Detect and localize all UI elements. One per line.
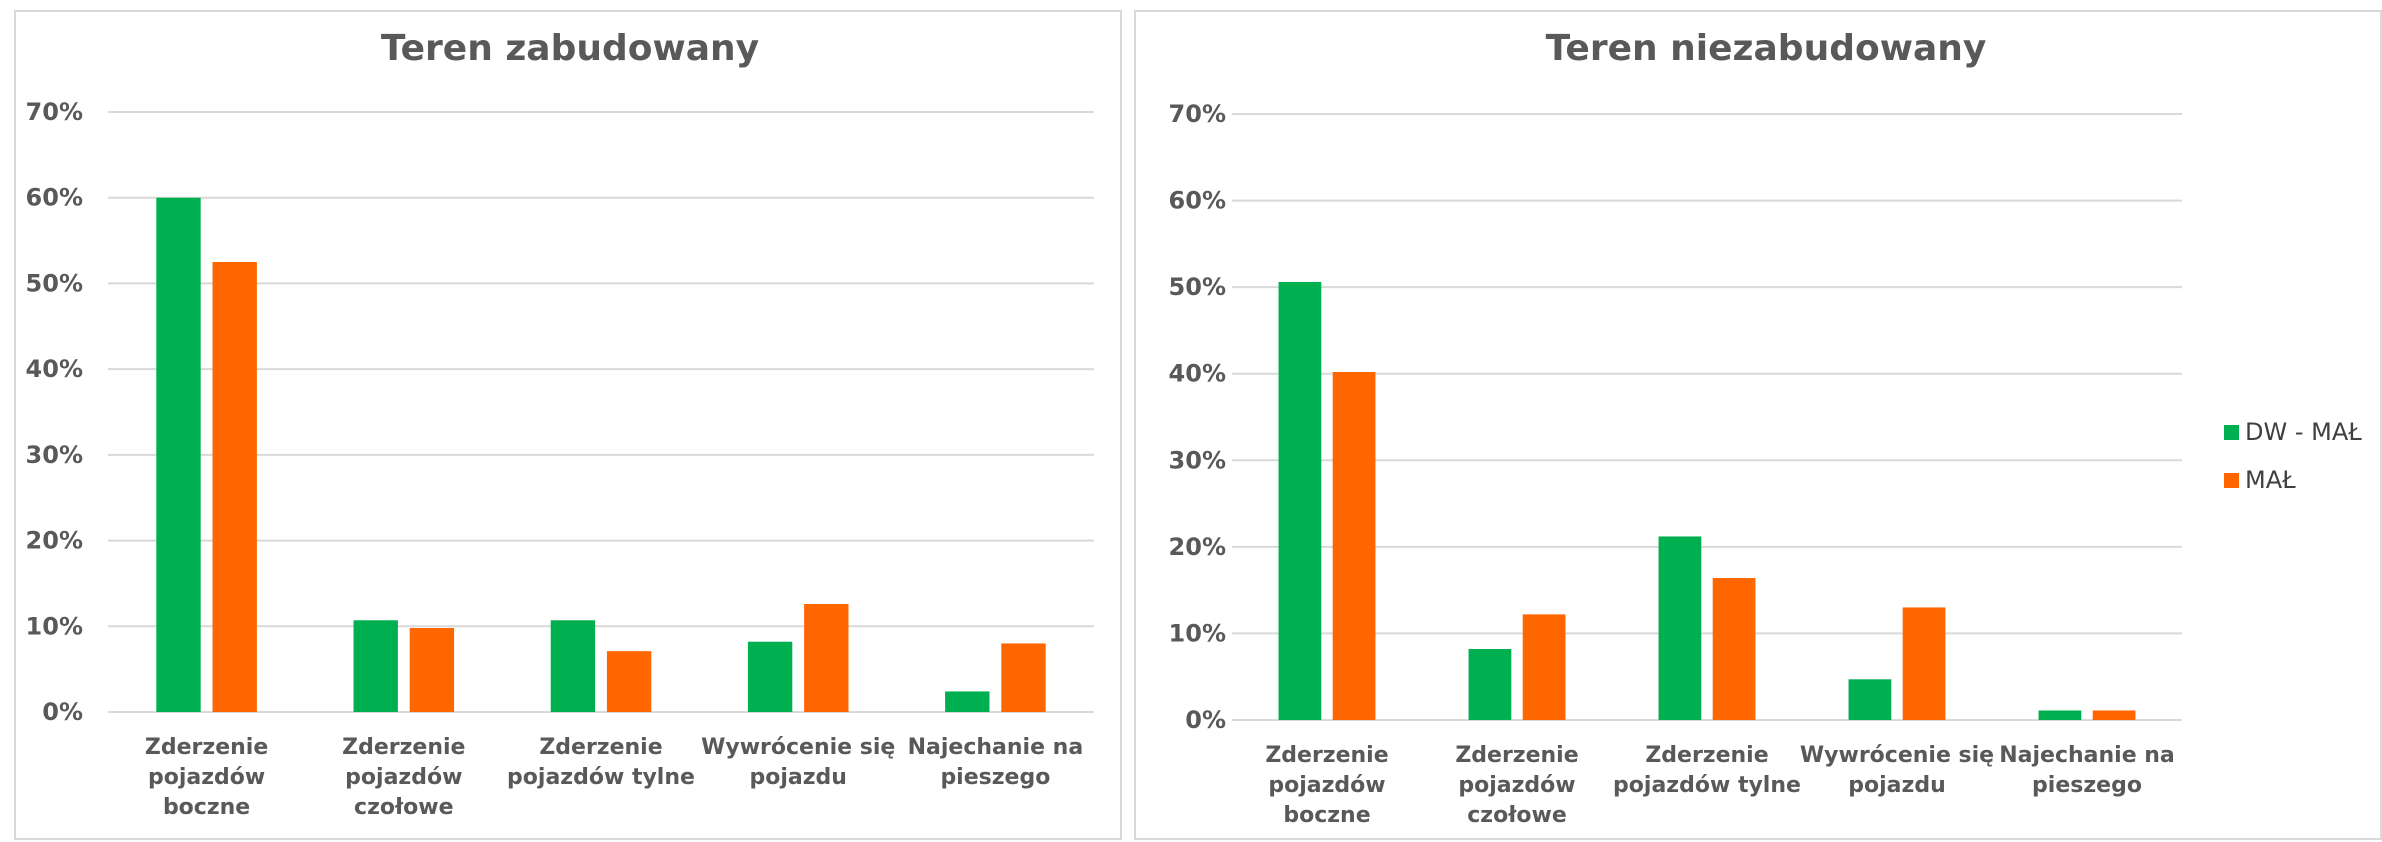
category-label: Najechanie na pieszego xyxy=(1999,743,2175,798)
y-tick-label: 60% xyxy=(26,184,83,212)
y-tick-label: 40% xyxy=(1169,360,1226,388)
bar xyxy=(550,620,596,712)
category-label-line: Najechanie na xyxy=(1999,743,2175,768)
category-label-line: pojazdów xyxy=(1268,773,1385,798)
chart-title: Teren niezabudowany xyxy=(1546,28,1987,69)
category-label-line: pieszego xyxy=(940,765,1050,790)
category-label-line: pojazdu xyxy=(749,765,846,790)
chart-title: Teren zabudowany xyxy=(381,28,759,69)
category-label: Zderzenie pojazdów czołowe xyxy=(1455,743,1578,828)
bar xyxy=(1278,281,1322,720)
bar xyxy=(1848,679,1892,720)
y-tick-label: 30% xyxy=(26,441,83,469)
category-label-line: boczne xyxy=(163,795,250,820)
category-label: Zderzenie pojazdów czołowe xyxy=(342,735,465,820)
bar xyxy=(747,641,793,712)
y-tick-label: 70% xyxy=(26,98,83,126)
bar xyxy=(1712,578,1756,720)
y-tick-label: 0% xyxy=(1185,706,1226,734)
bar xyxy=(409,628,455,712)
category-label-line: pojazdu xyxy=(1848,773,1945,798)
category-label-line: Wywrócenie się xyxy=(1800,743,1994,768)
y-tick-label: 10% xyxy=(1169,619,1226,647)
category-label-line: czołowe xyxy=(354,795,453,820)
category-label: Najechanie na pieszego xyxy=(908,735,1084,790)
chart-built-up: Teren zabudowany 0% 10% 20% 30% 40% 50% 60% 70% Z… xyxy=(26,28,1094,820)
category-label-line: pieszego xyxy=(2032,773,2142,798)
y-tick-label: 40% xyxy=(26,355,83,383)
category-label-line: boczne xyxy=(1283,803,1370,828)
y-tick-label: 70% xyxy=(1169,100,1226,128)
category-label: Zderzenie pojazdów boczne xyxy=(1265,743,1388,828)
category-label: Zderzenie pojazdów tylne xyxy=(1613,743,1801,798)
bar xyxy=(1001,643,1046,712)
y-tick-label: 10% xyxy=(26,612,83,640)
bar xyxy=(945,691,990,712)
category-label-line: Wywrócenie się xyxy=(701,735,895,760)
category-label-line: pojazdów xyxy=(1458,773,1575,798)
bar xyxy=(212,262,257,712)
category-label-line: pojazdów xyxy=(148,765,265,790)
legend-label: DW - MAŁ xyxy=(2245,418,2362,446)
y-tick-label: 50% xyxy=(1169,273,1226,301)
bar xyxy=(1332,371,1376,720)
bar xyxy=(1902,607,1946,720)
bar xyxy=(804,604,849,712)
bar xyxy=(1522,614,1566,720)
chart-non-built-up: Teren niezabudowany 0% 10% 20% 30% 40% 50% 60% 7… xyxy=(1169,28,2363,828)
bar xyxy=(1658,536,1702,720)
bar xyxy=(353,620,398,712)
y-tick-label: 50% xyxy=(26,269,83,297)
y-tick-label: 30% xyxy=(1169,446,1226,474)
y-tick-label: 20% xyxy=(1169,533,1226,561)
bar xyxy=(2092,710,2136,720)
bar xyxy=(2038,710,2082,720)
category-label-line: czołowe xyxy=(1467,803,1566,828)
category-label: Wywrócenie się pojazdu xyxy=(701,735,895,790)
bar xyxy=(1468,649,1512,720)
legend-label: MAŁ xyxy=(2245,466,2296,494)
y-tick-label: 20% xyxy=(26,527,83,555)
category-label: Zderzenie pojazdów tylne xyxy=(507,735,695,790)
legend-swatch xyxy=(2224,473,2239,488)
category-label-line: Zderzenie xyxy=(1645,743,1768,768)
chart-panel-non-built-up: Teren niezabudowany 0% 10% 20% 30% 40% 50% 60% 7… xyxy=(1134,10,2382,840)
y-tick-label: 0% xyxy=(42,698,83,726)
legend-swatch xyxy=(2224,425,2239,440)
category-label: Wywrócenie się pojazdu xyxy=(1800,743,1994,798)
category-label-line: Zderzenie xyxy=(1455,743,1578,768)
bar xyxy=(156,197,201,712)
category-label-line: Najechanie na xyxy=(908,735,1084,760)
chart-panel-built-up: Teren zabudowany 0% 10% 20% 30% 40% 50% 60% 70% Z… xyxy=(14,10,1122,840)
category-label-line: Zderzenie xyxy=(1265,743,1388,768)
category-label-line: pojazdów tylne xyxy=(507,765,695,790)
category-label-line: pojazdów xyxy=(345,765,462,790)
category-label-line: Zderzenie xyxy=(342,735,465,760)
category-label-line: Zderzenie xyxy=(539,735,662,760)
category-label: Zderzenie pojazdów boczne xyxy=(145,735,268,820)
category-label-line: pojazdów tylne xyxy=(1613,773,1801,798)
y-tick-label: 60% xyxy=(1169,187,1226,215)
category-label-line: Zderzenie xyxy=(145,735,268,760)
bar xyxy=(606,651,652,712)
